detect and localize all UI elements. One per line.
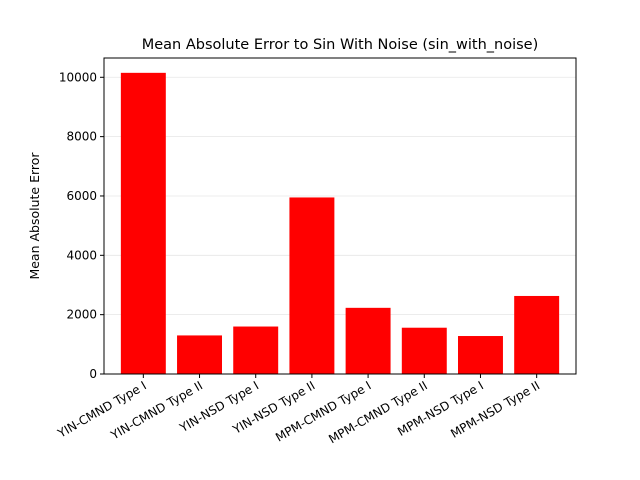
y-tick-label: 0 bbox=[89, 367, 97, 381]
chart-title: Mean Absolute Error to Sin With Noise (s… bbox=[142, 37, 539, 53]
y-tick-label: 8000 bbox=[66, 130, 97, 144]
y-axis-label: Mean Absolute Error bbox=[27, 152, 42, 280]
bar bbox=[514, 295, 560, 374]
bar bbox=[120, 72, 166, 374]
bars bbox=[120, 72, 560, 374]
bar bbox=[233, 326, 279, 374]
y-axis: 0 2000 4000 6000 8000 10000 bbox=[59, 70, 104, 381]
bar bbox=[401, 327, 447, 374]
y-tick-label: 2000 bbox=[66, 308, 97, 322]
y-tick-label: 4000 bbox=[66, 248, 97, 262]
y-tick-label: 6000 bbox=[66, 189, 97, 203]
plot-frame bbox=[103, 57, 577, 375]
grid-lines bbox=[104, 76, 576, 316]
bar bbox=[177, 335, 222, 374]
bar bbox=[458, 336, 503, 374]
bar bbox=[289, 197, 335, 374]
y-tick-label: 10000 bbox=[59, 70, 97, 84]
bar bbox=[345, 307, 391, 374]
